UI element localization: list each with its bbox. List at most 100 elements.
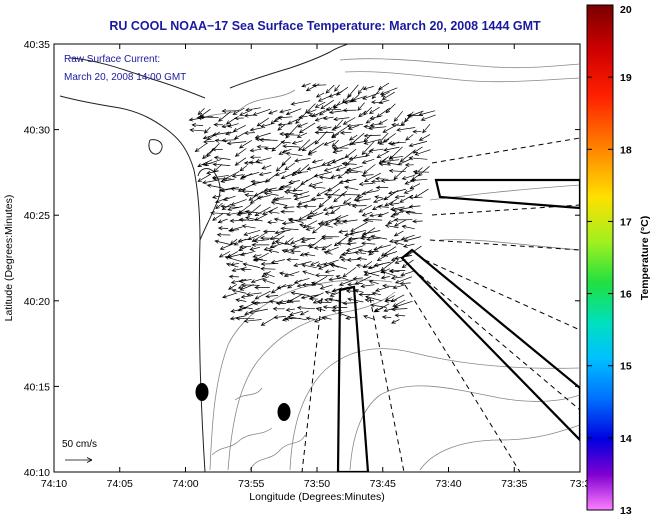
current-vector xyxy=(285,108,302,116)
current-vector xyxy=(238,246,247,251)
current-vector xyxy=(228,274,240,279)
current-vector xyxy=(354,250,367,255)
current-vector xyxy=(307,243,316,248)
current-vector xyxy=(249,127,263,132)
current-vector xyxy=(275,240,292,246)
current-vector xyxy=(390,307,408,312)
current-vector xyxy=(398,208,416,213)
current-vector xyxy=(301,263,317,269)
current-vector xyxy=(361,241,376,246)
current-vector xyxy=(420,114,436,121)
current-vector xyxy=(194,143,208,152)
colorbar-tick-label: 16 xyxy=(620,289,632,301)
current-vector xyxy=(346,282,363,287)
current-vector xyxy=(240,171,260,179)
annotation-line-2: March 20, 2008 14:00 GMT xyxy=(64,72,186,83)
current-vector xyxy=(311,83,327,88)
current-vector xyxy=(366,237,381,242)
current-vector xyxy=(344,178,357,183)
current-vector xyxy=(263,246,277,251)
current-vector xyxy=(401,174,415,180)
current-vector xyxy=(417,166,430,177)
current-vector xyxy=(315,92,325,98)
current-vector xyxy=(375,176,389,181)
current-vector xyxy=(332,221,344,226)
current-vector xyxy=(342,117,356,125)
current-vector xyxy=(408,204,421,209)
current-vector xyxy=(394,276,413,284)
current-vector xyxy=(393,300,413,308)
current-vector xyxy=(308,181,323,188)
current-vector xyxy=(393,166,408,180)
current-vector xyxy=(308,113,318,118)
current-vector xyxy=(284,237,294,245)
current-vector xyxy=(296,132,308,138)
current-vector xyxy=(306,164,326,171)
current-vector xyxy=(340,192,360,197)
current-vector xyxy=(412,129,422,134)
current-vector xyxy=(243,130,255,136)
x-tick-label: 74:05 xyxy=(107,478,133,490)
current-vector xyxy=(260,317,276,326)
current-vector xyxy=(256,194,271,200)
current-vector xyxy=(241,224,256,229)
current-vector xyxy=(283,132,299,137)
current-vector xyxy=(328,91,343,98)
current-vector xyxy=(412,219,423,224)
current-vector xyxy=(334,84,340,92)
current-vector xyxy=(297,122,308,128)
current-vector xyxy=(345,245,364,252)
current-vector xyxy=(355,198,371,203)
current-vector xyxy=(274,171,287,177)
colorbar-tick-label: 18 xyxy=(620,144,632,156)
current-vector xyxy=(383,307,398,313)
coastline-staten xyxy=(69,57,206,99)
current-vector xyxy=(378,162,391,167)
y-tick-label: 40:20 xyxy=(24,296,50,308)
current-vector xyxy=(412,169,430,174)
current-vector xyxy=(244,193,255,198)
buoy-marker xyxy=(277,403,291,421)
current-vector xyxy=(230,199,247,206)
colorbar-tick-label: 15 xyxy=(620,361,632,373)
current-vector xyxy=(258,172,272,177)
surface-current-vectors xyxy=(188,82,436,326)
current-vector xyxy=(254,206,271,217)
current-vector xyxy=(322,305,336,310)
current-vector xyxy=(249,246,261,251)
current-vector xyxy=(389,268,406,273)
current-vector xyxy=(368,280,379,285)
colorbar-tick-label: 17 xyxy=(620,216,632,228)
current-vector xyxy=(290,239,302,245)
current-vector xyxy=(373,196,390,204)
x-axis-label: Longitude (Degrees:Minutes) xyxy=(249,491,384,503)
current-vector xyxy=(280,209,295,214)
current-vector xyxy=(365,117,375,124)
current-vector xyxy=(406,113,423,118)
current-vector xyxy=(290,100,310,106)
current-vector xyxy=(335,166,347,172)
current-vector xyxy=(380,178,396,183)
current-vector xyxy=(220,204,239,209)
current-vector xyxy=(369,122,380,127)
current-vector xyxy=(248,160,263,165)
current-vector xyxy=(288,218,307,223)
current-vector xyxy=(325,246,339,253)
current-vector xyxy=(363,172,382,182)
current-vector xyxy=(388,239,405,244)
current-vector xyxy=(263,191,279,196)
current-vector xyxy=(232,124,246,132)
current-vector xyxy=(330,174,340,179)
current-vector xyxy=(238,304,253,310)
current-vector xyxy=(245,216,263,222)
current-vector xyxy=(285,151,303,157)
current-vector xyxy=(310,261,320,266)
current-vector xyxy=(280,226,299,231)
current-vector xyxy=(374,195,384,200)
current-vector xyxy=(388,188,407,195)
current-vector xyxy=(362,230,381,236)
current-vector xyxy=(267,249,279,254)
contour-line xyxy=(344,71,580,83)
current-vector xyxy=(363,106,373,116)
current-vector xyxy=(325,107,341,112)
